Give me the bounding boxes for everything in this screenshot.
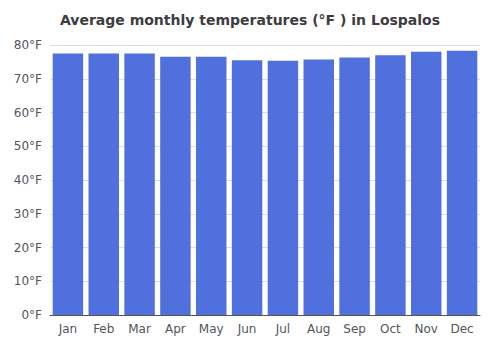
svg-text:Mar: Mar: [128, 322, 151, 336]
svg-text:Jan: Jan: [58, 322, 78, 336]
svg-text:Feb: Feb: [93, 322, 114, 336]
svg-text:50°F: 50°F: [14, 139, 42, 153]
svg-text:40°F: 40°F: [14, 173, 42, 187]
svg-text:30°F: 30°F: [14, 207, 42, 221]
svg-text:Jul: Jul: [275, 322, 290, 336]
svg-text:60°F: 60°F: [14, 106, 42, 120]
svg-text:70°F: 70°F: [14, 72, 42, 86]
svg-text:10°F: 10°F: [14, 274, 42, 288]
svg-text:Sep: Sep: [343, 322, 366, 336]
svg-text:Average monthly temperatures (: Average monthly temperatures (°F ) in Lo…: [60, 12, 440, 28]
svg-text:Jun: Jun: [237, 322, 257, 336]
svg-text:May: May: [199, 322, 224, 336]
svg-text:Oct: Oct: [380, 322, 401, 336]
svg-text:Nov: Nov: [415, 322, 438, 336]
svg-text:Aug: Aug: [307, 322, 330, 336]
svg-text:80°F: 80°F: [14, 38, 42, 52]
svg-text:Apr: Apr: [165, 322, 186, 336]
svg-text:20°F: 20°F: [14, 241, 42, 255]
svg-text:0°F: 0°F: [21, 308, 42, 322]
svg-text:Dec: Dec: [450, 322, 473, 336]
